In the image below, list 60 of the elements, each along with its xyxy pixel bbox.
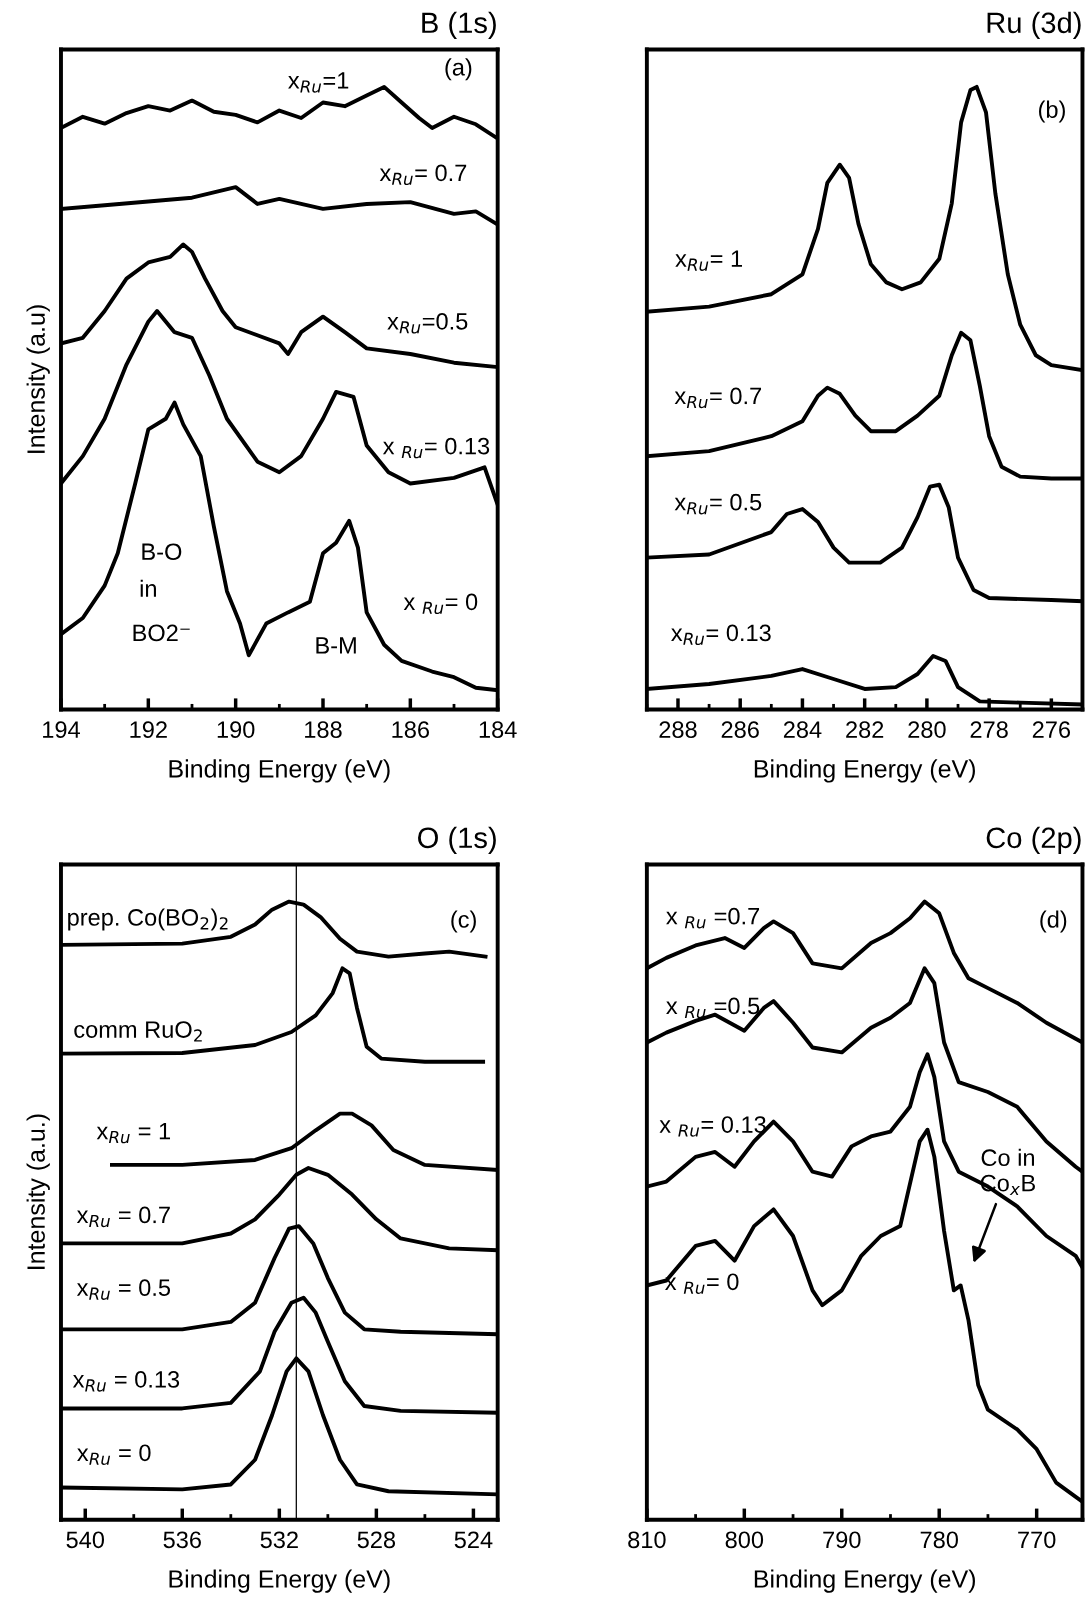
x-axis-title: Binding Energy (eV) xyxy=(754,759,975,783)
annotation: x $_{Ru}$ =0.7 xyxy=(666,907,760,929)
annotation: (c) xyxy=(451,910,476,933)
annotation: x$_{Ru}$=0.5 xyxy=(387,313,468,334)
x-tick-label: 188 xyxy=(305,721,342,738)
annotation: x $_{Ru}$= 0.13 xyxy=(382,437,490,459)
x-tick-label: 282 xyxy=(846,721,884,738)
x-tick-label: 780 xyxy=(920,1531,958,1549)
annotation: x$_{Ru}$= 1 xyxy=(675,250,742,271)
x-tick-label: 286 xyxy=(721,721,759,738)
annotation: (b) xyxy=(1039,100,1065,123)
x-tick-label: 190 xyxy=(217,721,255,738)
chart-title: B (1s) xyxy=(422,11,496,39)
annotation: in xyxy=(140,579,156,597)
annotation: x$_{Ru}$ = 0 xyxy=(77,1444,151,1466)
x-tick-label: 184 xyxy=(479,721,517,738)
x-tick-label: 186 xyxy=(392,721,429,738)
x-tick-label: 532 xyxy=(260,1531,298,1549)
x-tick-label: 280 xyxy=(908,721,946,738)
x-axis-title: Binding Energy (eV) xyxy=(754,1569,975,1593)
x-tick-label: 278 xyxy=(970,721,1008,738)
annotation: x$_{Ru}$= 0.7 xyxy=(379,164,467,186)
text: (a) xyxy=(445,58,472,81)
annotation: x $_{Ru}$= 0 xyxy=(403,593,478,615)
x-axis-title: Binding Energy (eV) xyxy=(169,1569,390,1593)
annotation: x $_{Ru}$ =0.5 xyxy=(666,997,760,1019)
annotation: prep. Co(BO$_{2}$)$_{2}$ xyxy=(68,908,228,931)
x-tick-label: 528 xyxy=(357,1531,396,1549)
annotation: x$_{Ru}$=1 xyxy=(288,72,349,93)
x-tick-label: 790 xyxy=(823,1531,861,1549)
annotation: B-O xyxy=(142,543,182,561)
x-tick-label: 770 xyxy=(1018,1531,1056,1549)
annotation: x$_{Ru}$ = 0.5 xyxy=(76,1279,171,1300)
x-tick-label: 192 xyxy=(130,721,167,738)
annotation: x$_{Ru}$= 0.7 xyxy=(674,387,762,409)
annotation: BO2⁻ xyxy=(133,624,190,642)
chart-title: O (1s) xyxy=(418,826,496,854)
annotation: comm RuO$_{2}$ xyxy=(74,1021,202,1042)
x-axis-title: Binding Energy (eV) xyxy=(169,759,390,783)
x-tick-label: 536 xyxy=(163,1531,201,1549)
x-tick-label: 810 xyxy=(628,1531,666,1549)
chart-title: Ru (3d) xyxy=(987,11,1081,39)
annotation: x $_{Ru}$= 0.13 xyxy=(659,1116,766,1137)
annotation: x$_{Ru}$= 0.13 xyxy=(671,624,771,646)
x-tick-label: 284 xyxy=(783,721,822,738)
x-tick-label: 276 xyxy=(1032,721,1071,738)
x-tick-label: 194 xyxy=(43,721,80,738)
x-tick-label: 540 xyxy=(66,1531,105,1549)
y-axis-title: Intensity (a.u.) xyxy=(26,1114,50,1269)
annotation: x$_{Ru}$= 0.5 xyxy=(674,493,762,515)
annotation: x$_{Ru}$ = 0.13 xyxy=(72,1371,180,1392)
annotation: (d) xyxy=(1040,910,1067,933)
x-tick-label: 800 xyxy=(725,1531,764,1549)
y-axis-title: Intensity (a.u) xyxy=(26,305,50,453)
chart-title: Co (2p) xyxy=(986,826,1081,854)
annotation: x$_{Ru}$ = 0.7 xyxy=(76,1206,170,1228)
annotation: x$_{Ru}$ = 1 xyxy=(96,1122,171,1144)
x-tick-label: 524 xyxy=(454,1531,493,1549)
x-tick-label: 288 xyxy=(659,721,697,738)
annotation: B-M xyxy=(316,637,356,654)
